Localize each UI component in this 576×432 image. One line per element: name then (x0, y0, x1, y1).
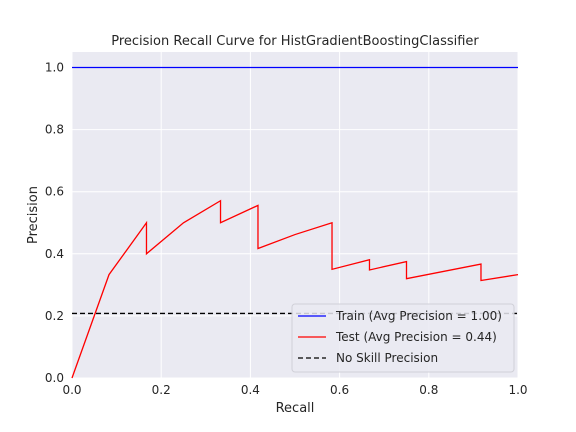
y-tick-label: 0.8 (45, 123, 64, 137)
legend-box (291, 303, 515, 373)
x-tick-label: 0.0 (62, 383, 81, 397)
y-tick-label: 1.0 (45, 61, 64, 75)
x-tick-label: 0.6 (330, 383, 349, 397)
y-tick-label: 0.6 (45, 185, 64, 199)
x-tick-label: 0.8 (419, 383, 438, 397)
legend: Train (Avg Precision = 1.00) Test (Avg Pr… (291, 303, 515, 373)
legend-entry-1: Test (Avg Precision = 0.44) (335, 330, 497, 344)
legend-entry-0: Train (Avg Precision = 1.00) (335, 309, 502, 323)
x-tick-label: 1.0 (508, 383, 527, 397)
tick-labels: 0.0 0.2 0.4 0.6 0.8 1.0 0.0 0.2 0.4 0.6 0.8 1.0 (45, 61, 528, 397)
y-tick-label: 0.0 (45, 371, 64, 385)
series-line-1 (71, 199, 519, 379)
x-tick-label: 0.2 (152, 383, 171, 397)
y-axis-label: Precision (26, 186, 41, 244)
y-tick-label: 0.4 (45, 247, 64, 261)
chart-title: Precision Recall Curve for HistGradientB… (111, 34, 479, 49)
x-tick-label: 0.4 (241, 383, 260, 397)
x-axis-label: Recall (276, 401, 315, 416)
legend-entry-2: No Skill Precision (336, 351, 438, 365)
y-tick-label: 0.2 (45, 309, 64, 323)
